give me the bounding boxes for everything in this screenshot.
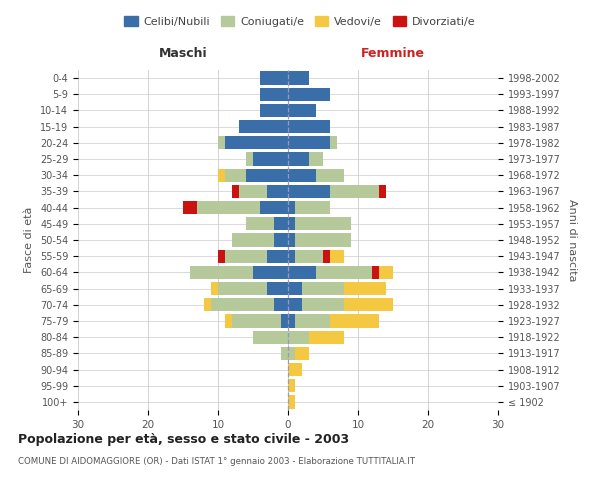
Bar: [288, 314, 295, 328]
Bar: [288, 136, 330, 149]
Bar: [323, 250, 330, 263]
Bar: [232, 185, 239, 198]
Legend: Celibi/Nubili, Coniugati/e, Vedovi/e, Divorziati/e: Celibi/Nubili, Coniugati/e, Vedovi/e, Di…: [121, 13, 479, 30]
Bar: [295, 346, 309, 360]
Bar: [274, 298, 288, 312]
Bar: [288, 266, 316, 279]
Bar: [183, 201, 197, 214]
Bar: [288, 120, 330, 134]
Bar: [204, 298, 211, 312]
Text: COMUNE DI AIDOMAGGIORE (OR) - Dati ISTAT 1° gennaio 2003 - Elaborazione TUTTITAL: COMUNE DI AIDOMAGGIORE (OR) - Dati ISTAT…: [18, 458, 415, 466]
Bar: [295, 234, 351, 246]
Bar: [379, 185, 386, 198]
Bar: [295, 201, 330, 214]
Bar: [316, 266, 372, 279]
Y-axis label: Anni di nascita: Anni di nascita: [567, 198, 577, 281]
Bar: [274, 234, 288, 246]
Text: Maschi: Maschi: [158, 47, 208, 60]
Text: Popolazione per età, sesso e stato civile - 2003: Popolazione per età, sesso e stato civil…: [18, 432, 349, 446]
Bar: [288, 363, 302, 376]
Bar: [253, 330, 288, 344]
Bar: [288, 217, 295, 230]
Bar: [218, 250, 225, 263]
Bar: [281, 346, 288, 360]
Bar: [309, 152, 323, 166]
Bar: [281, 314, 288, 328]
Bar: [288, 185, 330, 198]
Bar: [225, 314, 232, 328]
Bar: [295, 314, 330, 328]
Bar: [344, 282, 386, 295]
Bar: [288, 152, 309, 166]
Bar: [288, 88, 330, 101]
Bar: [302, 298, 344, 312]
Bar: [218, 136, 225, 149]
Bar: [267, 185, 288, 198]
Bar: [288, 201, 295, 214]
Bar: [288, 379, 295, 392]
Bar: [253, 266, 288, 279]
Bar: [330, 185, 379, 198]
Bar: [246, 217, 274, 230]
Bar: [288, 250, 295, 263]
Bar: [225, 168, 246, 182]
Y-axis label: Fasce di età: Fasce di età: [25, 207, 34, 273]
Bar: [260, 88, 288, 101]
Bar: [239, 120, 288, 134]
Bar: [232, 314, 281, 328]
Bar: [379, 266, 393, 279]
Bar: [260, 201, 288, 214]
Text: Femmine: Femmine: [361, 47, 425, 60]
Bar: [218, 168, 225, 182]
Bar: [197, 201, 260, 214]
Bar: [330, 314, 379, 328]
Bar: [190, 266, 253, 279]
Bar: [309, 330, 344, 344]
Bar: [295, 250, 323, 263]
Bar: [267, 250, 288, 263]
Bar: [288, 72, 309, 85]
Bar: [274, 217, 288, 230]
Bar: [344, 298, 393, 312]
Bar: [225, 250, 267, 263]
Bar: [211, 298, 274, 312]
Bar: [288, 298, 302, 312]
Bar: [288, 396, 295, 408]
Bar: [372, 266, 379, 279]
Bar: [246, 168, 288, 182]
Bar: [288, 282, 302, 295]
Bar: [246, 152, 253, 166]
Bar: [225, 136, 288, 149]
Bar: [288, 346, 295, 360]
Bar: [288, 104, 316, 117]
Bar: [288, 330, 309, 344]
Bar: [330, 250, 344, 263]
Bar: [288, 168, 316, 182]
Bar: [232, 234, 274, 246]
Bar: [211, 282, 218, 295]
Bar: [260, 72, 288, 85]
Bar: [295, 217, 351, 230]
Bar: [239, 185, 267, 198]
Bar: [288, 234, 295, 246]
Bar: [267, 282, 288, 295]
Bar: [316, 168, 344, 182]
Bar: [330, 136, 337, 149]
Bar: [302, 282, 344, 295]
Bar: [260, 104, 288, 117]
Bar: [253, 152, 288, 166]
Bar: [218, 282, 267, 295]
